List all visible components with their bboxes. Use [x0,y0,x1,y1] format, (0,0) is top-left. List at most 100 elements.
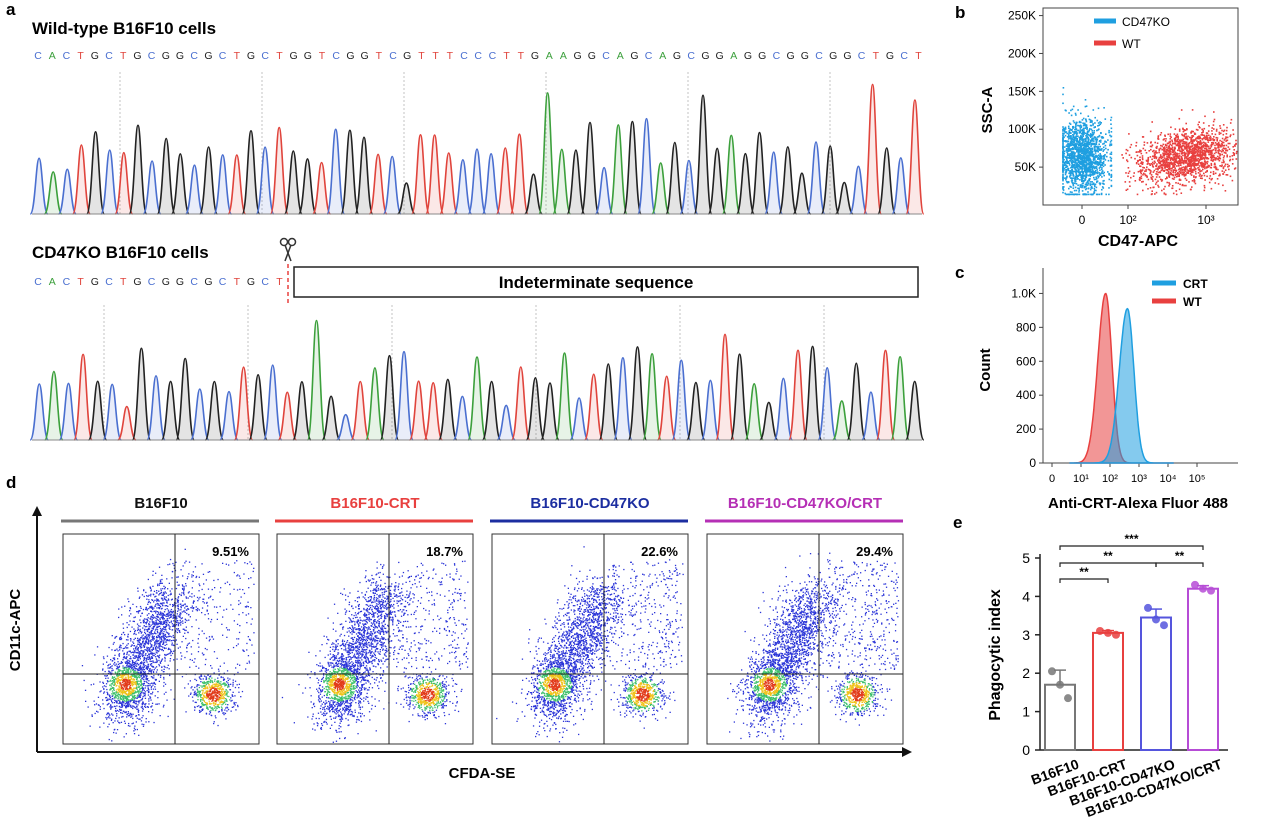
b-point [1110,159,1112,162]
flow-event [176,621,178,624]
b-point [1110,169,1113,172]
chromatogram-peak [583,373,604,441]
flow-event [130,613,132,615]
chromatogram-peak [715,333,735,441]
b-point [1067,167,1069,170]
b-point [1069,185,1071,188]
flow-event [134,637,136,639]
b-point [1194,133,1197,135]
flow-event [177,608,179,610]
b-point [1079,124,1082,127]
chromatogram-peak [671,359,692,441]
flow-event [187,631,189,634]
b-point [1202,153,1205,155]
b-point [1107,159,1110,162]
b-plot-frame [1042,7,1239,206]
b-point [1098,193,1101,196]
flow-event [188,573,190,575]
flow-event [138,709,140,712]
b-point [1214,159,1217,161]
flow-event [155,649,157,651]
flow-event [106,713,108,716]
b-point [1206,161,1209,163]
b-point [1216,158,1218,160]
b-x-tick-label: 10² [1119,213,1136,227]
flow-event [135,633,137,636]
b-point [1201,151,1203,154]
sequence-base: C [602,50,610,62]
flow-event [130,716,132,718]
b-point [1215,147,1217,149]
flow-event [166,615,168,617]
b-point [1064,134,1067,137]
b-point [1077,168,1080,170]
b-point [1140,150,1142,152]
b-point [1073,140,1075,142]
flow-event [171,629,174,631]
chromatogram-peak [598,363,619,441]
flow-event [136,611,138,613]
b-point [1075,133,1078,136]
b-point [1062,144,1064,146]
b-point [1200,145,1203,148]
flow-event [144,636,146,638]
b-point [1071,177,1074,180]
flow-event [163,676,165,679]
b-point [1099,153,1101,155]
chromatogram-peak [566,149,586,215]
b-point [1094,136,1097,139]
sequence-base: C [261,276,269,288]
b-point [1074,186,1077,189]
flow-event [184,619,187,621]
b-point [1098,135,1100,138]
b-point [1167,163,1169,165]
b-point [1178,174,1181,177]
b-point [1099,182,1102,185]
b-point [1137,159,1139,162]
b-point [1190,140,1192,142]
b-point [1207,141,1210,143]
flow-event [150,699,152,701]
b-point [1090,124,1093,127]
b-point [1186,172,1189,174]
b-point [1092,182,1095,184]
b-point [1097,154,1100,156]
b-point [1222,124,1225,126]
chromatogram-peak [817,366,837,441]
chromatogram-peak [58,382,79,441]
b-point [1062,169,1065,172]
flow-event [168,612,171,614]
b-point [1091,183,1093,186]
flow-event [148,641,150,643]
flow-event [127,635,129,637]
flow-event [183,594,185,596]
flow-event [122,694,125,697]
b-point [1154,193,1156,195]
flow-event [192,575,194,577]
b-point [1154,161,1156,164]
b-point [1079,128,1082,130]
flow-event [169,648,171,650]
flow-event [142,634,144,636]
b-point [1063,158,1065,161]
b-point [1097,158,1099,160]
b-point [1143,141,1146,144]
b-point [1191,140,1194,143]
b-point [1103,155,1106,157]
b-point [1198,175,1201,177]
b-point [1137,170,1140,173]
b-point [1087,180,1089,182]
flow-event [94,712,96,715]
sequence-base: G [247,276,255,288]
b-point [1082,184,1084,187]
flow-event [110,707,112,709]
flow-event [143,625,145,627]
b-point [1203,174,1206,177]
sequence-base: C [858,50,866,62]
b-point [1084,157,1086,160]
b-point [1161,169,1163,171]
sequence-base: A [49,50,56,62]
b-point [1134,157,1136,160]
b-point [1151,158,1153,161]
b-point [1062,187,1064,189]
